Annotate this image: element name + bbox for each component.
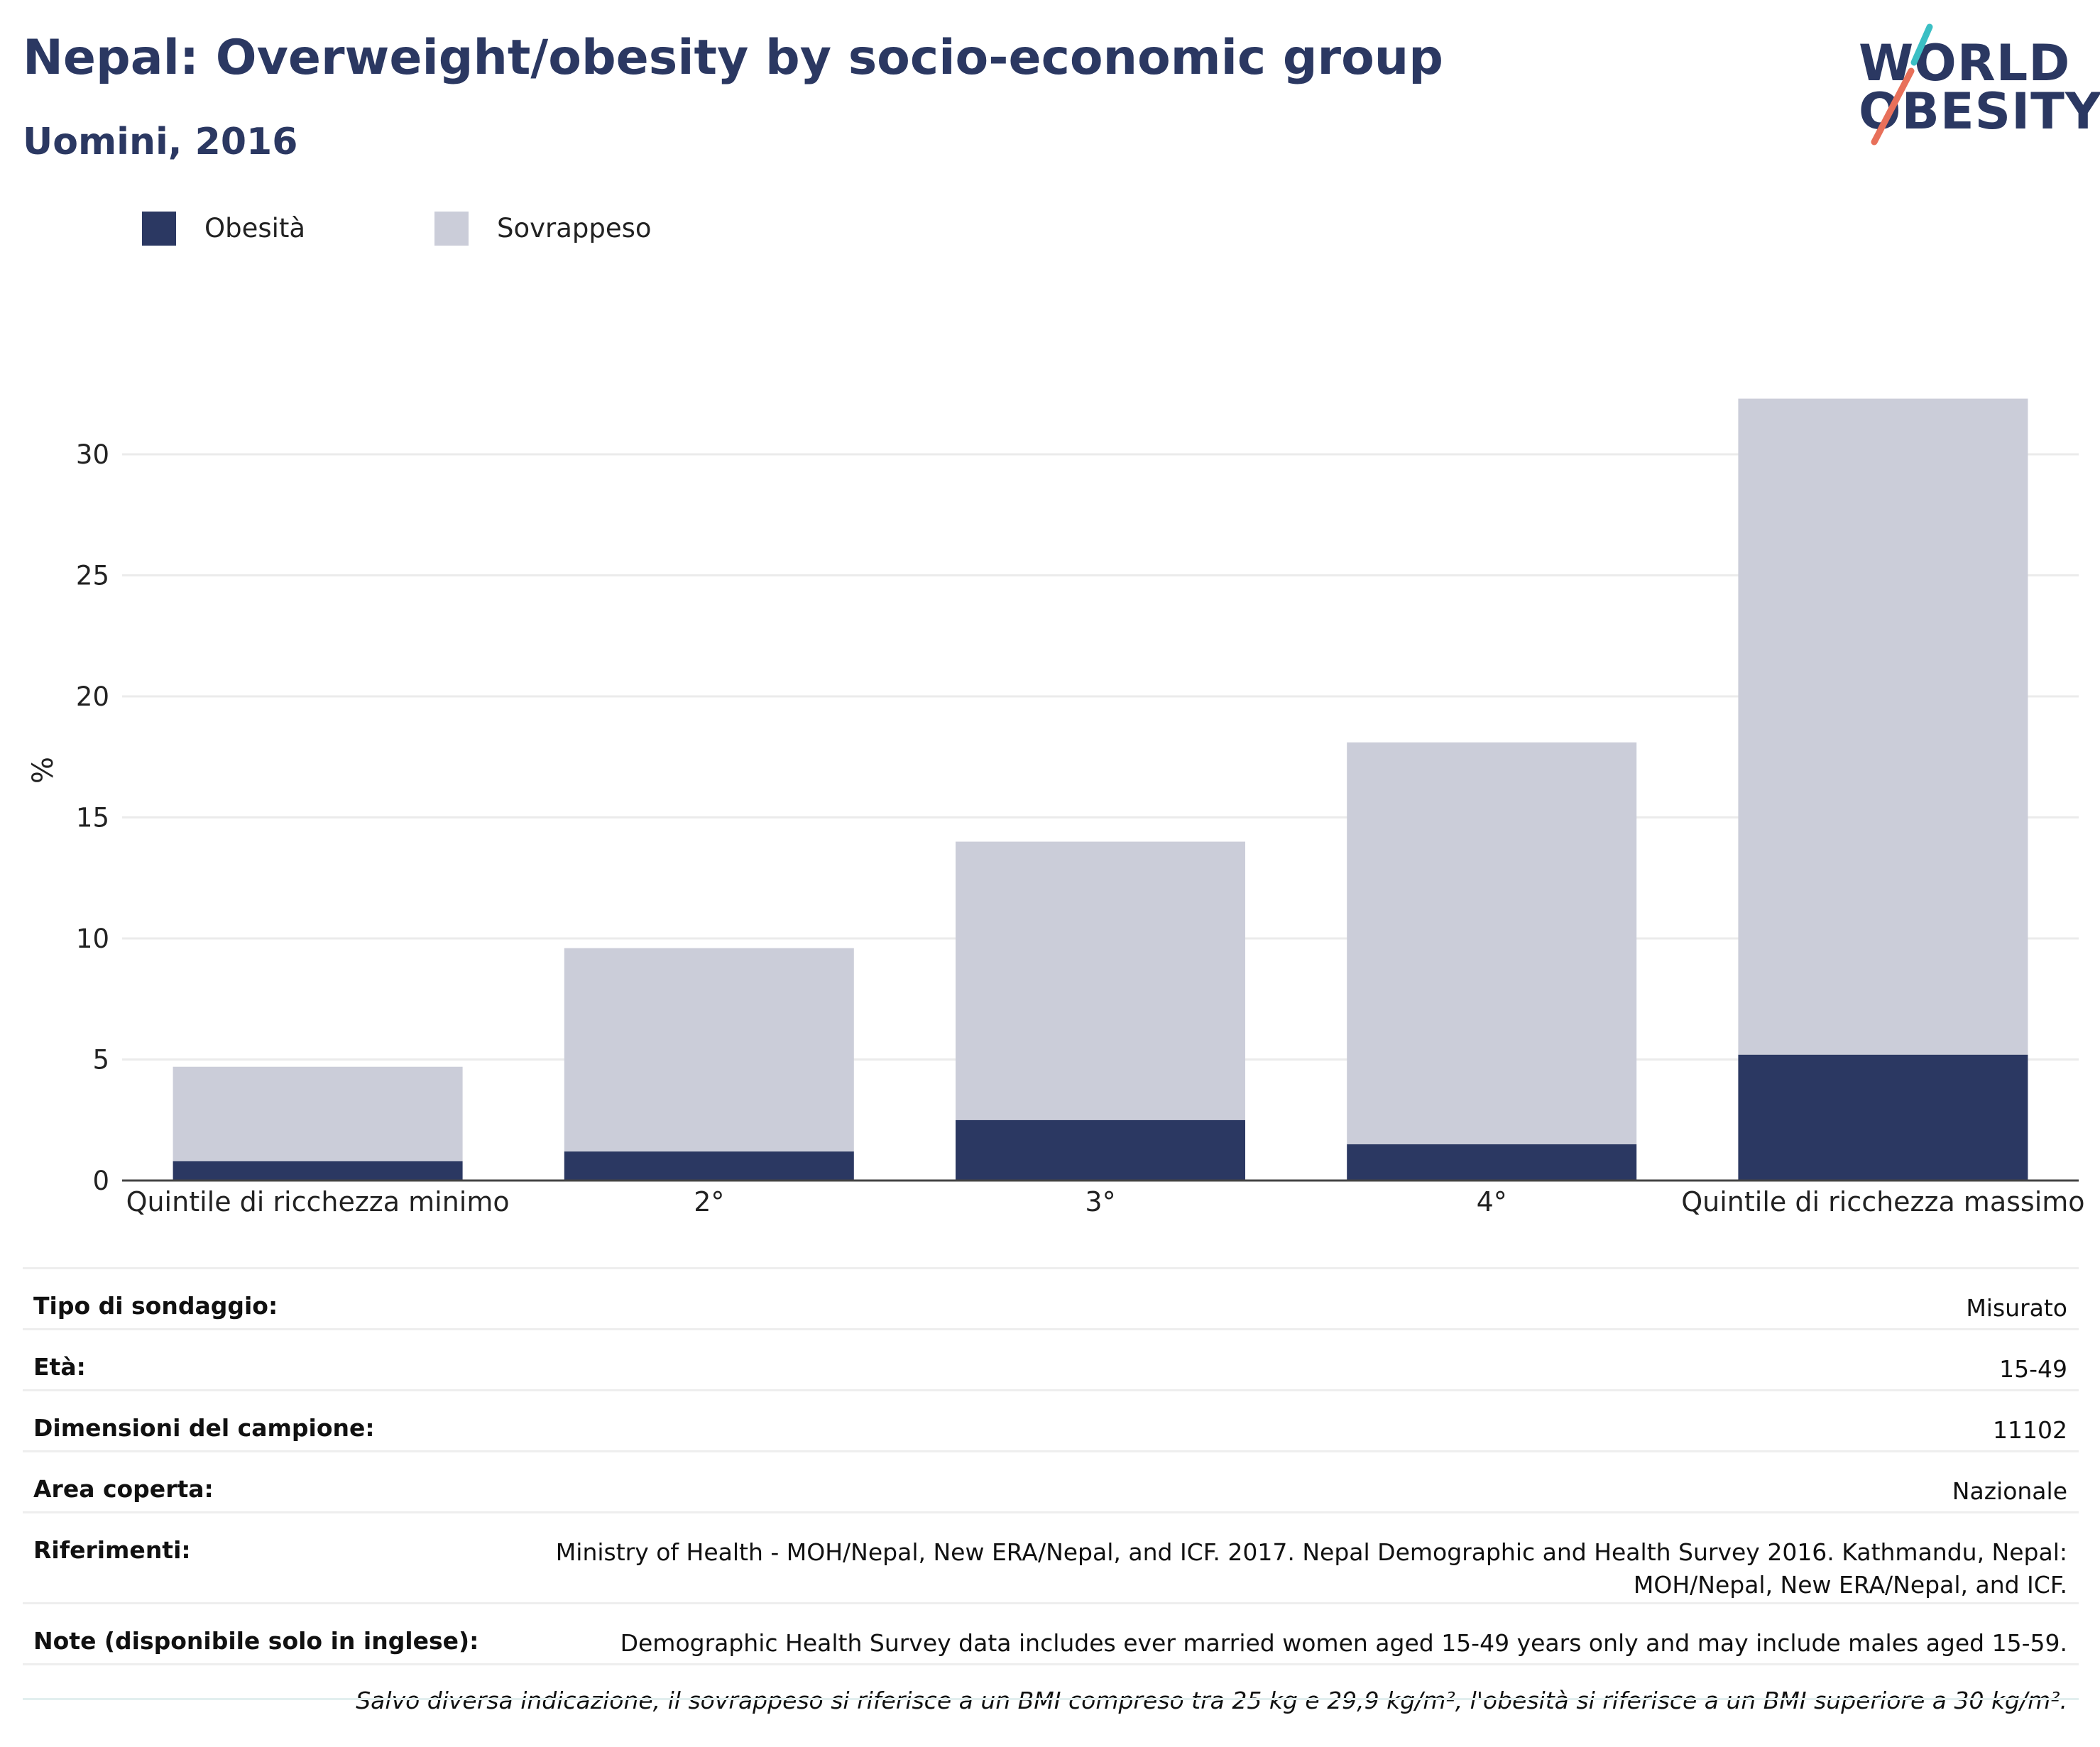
world-obesity-logo: WORLD OBESITY [1846, 21, 2100, 149]
bar-segment [1347, 1144, 1637, 1181]
footnote: Salvo diversa indicazione, il sovrappeso… [356, 1687, 2067, 1714]
info-row: Età: 15-49 [23, 1328, 2079, 1389]
chart-subtitle: Uomini, 2016 [23, 121, 298, 163]
info-table: Tipo di sondaggio: Misurato Età: 15-49 Dimen… [23, 1267, 2079, 1714]
bar-segment [173, 1161, 463, 1181]
legend-swatch [142, 212, 176, 246]
bar-segment [956, 1119, 1245, 1181]
info-value: Misurato [1966, 1294, 2067, 1322]
y-tick-label: 20 [76, 681, 109, 712]
info-row: Riferimenti: Ministry of Health - MOH/Nep… [23, 1511, 2079, 1602]
legend-label: Obesità [204, 213, 306, 243]
logo-slash-icon [1871, 23, 1933, 146]
info-value: 15-49 [1999, 1355, 2067, 1383]
info-row: Tipo di sondaggio: Misurato [23, 1267, 2079, 1328]
info-row: Area coperta: Nazionale [23, 1450, 2079, 1511]
info-label: Riferimenti: [33, 1536, 191, 1564]
y-tick-label: 25 [76, 561, 109, 591]
y-tick-label: 0 [92, 1166, 109, 1196]
bar-segment [564, 948, 854, 1152]
bar-segment [564, 1151, 854, 1181]
chart-title: Nepal: Overweight/obesity by socio-econo… [23, 30, 1443, 86]
stacked-bar-chart: 0 5 10 15 20 25 30% Quintile di ricchezza minim… [27, 398, 2085, 1217]
legend-label: Sovrappeso [497, 213, 652, 243]
x-tick-label: 3° [1085, 1186, 1115, 1217]
y-tick-label: 30 [76, 439, 109, 470]
x-tick-label: 4° [1477, 1186, 1507, 1217]
info-value: Demographic Health Survey data includes … [620, 1629, 2067, 1657]
info-label: Tipo di sondaggio: [33, 1292, 278, 1320]
x-tick-label: Quintile di ricchezza massimo [1681, 1186, 2084, 1217]
bar-segment [173, 1066, 463, 1161]
logo-line-1: WORLD [1859, 34, 2071, 92]
info-label: Note (disponibile solo in inglese): [33, 1627, 479, 1655]
legend-swatch [434, 212, 469, 246]
y-tick-label: 5 [92, 1045, 109, 1075]
info-row: Dimensioni del campione: 11102 [23, 1389, 2079, 1450]
footnote-row: Salvo diversa indicazione, il sovrappeso… [23, 1663, 2079, 1714]
info-label: Dimensioni del campione: [33, 1414, 375, 1442]
y-axis-label: % [27, 757, 60, 784]
bar-segment [1738, 398, 2028, 1055]
info-bottom-border [23, 1698, 2079, 1700]
y-tick-label: 15 [76, 803, 109, 833]
x-tick-label: Quintile di ricchezza minimo [126, 1186, 510, 1217]
info-value: Ministry of Health - MOH/Nepal, New ERA/… [555, 1538, 2067, 1599]
info-label: Area coperta: [33, 1475, 214, 1503]
info-label: Età: [33, 1353, 86, 1381]
info-row: Note (disponibile solo in inglese): Demog… [23, 1602, 2079, 1663]
bar-segment [1347, 742, 1637, 1144]
info-value: Nazionale [1952, 1477, 2067, 1505]
y-tick-label: 10 [76, 924, 109, 954]
bar-segment [956, 841, 1245, 1120]
info-value: 11102 [1993, 1416, 2067, 1444]
x-tick-label: 2° [694, 1186, 724, 1217]
bar-segment [1738, 1054, 2028, 1181]
